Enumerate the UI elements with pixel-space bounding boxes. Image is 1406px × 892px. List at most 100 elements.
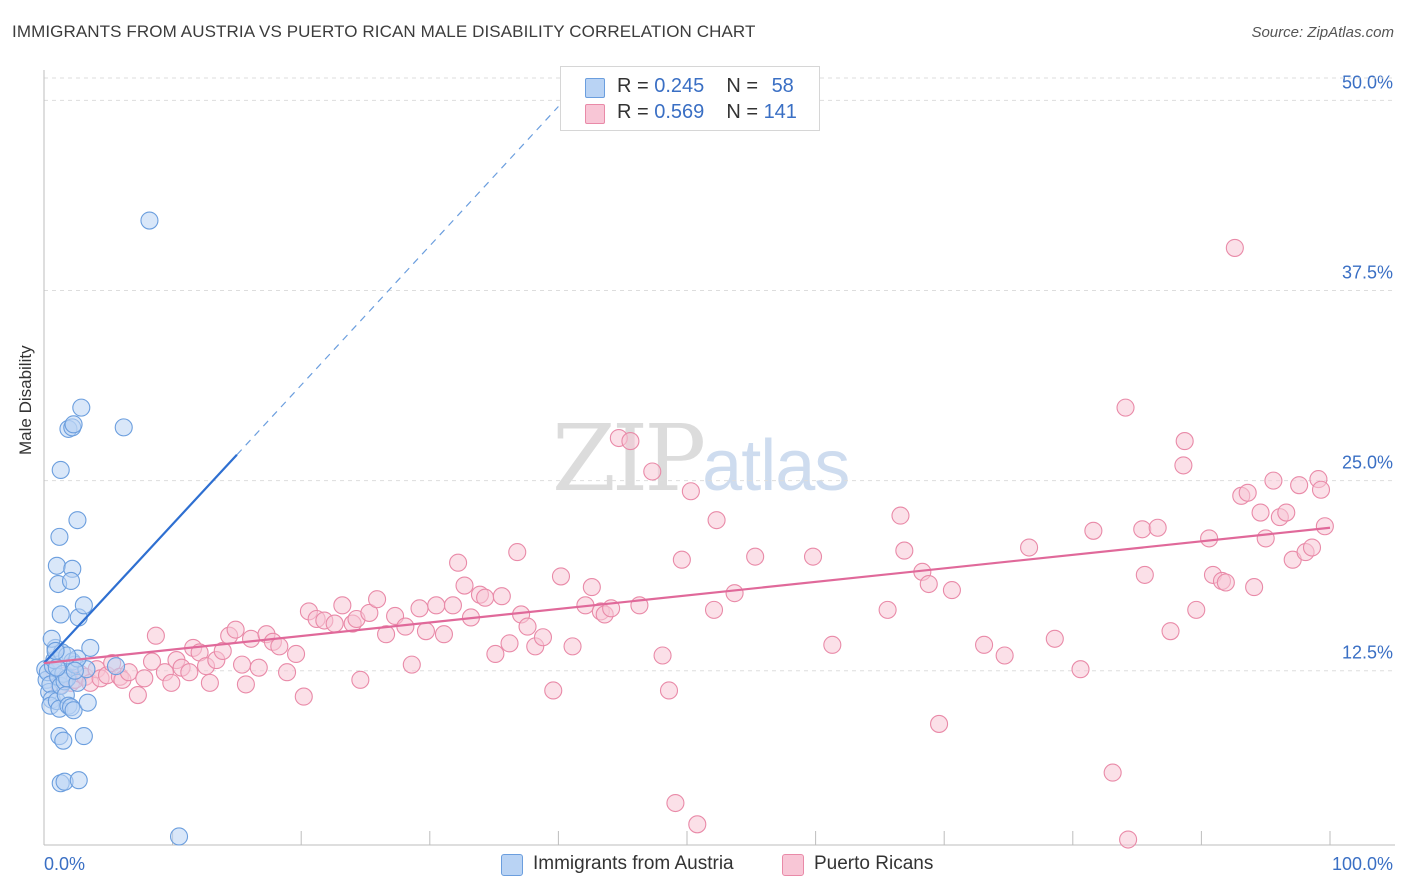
puerto-rican-point — [891, 506, 910, 525]
austria-point — [64, 701, 83, 720]
puerto-rican-point — [659, 681, 679, 700]
puerto-rican-point — [434, 625, 453, 644]
puerto-rican-point — [241, 629, 261, 648]
austria-trend-line — [43, 454, 238, 664]
watermark-atlas: atlas — [702, 426, 850, 506]
puerto-rican-point — [476, 588, 495, 607]
puerto-rican-point — [1302, 538, 1322, 557]
austria-trend-extension — [236, 106, 559, 456]
austria-point — [114, 418, 133, 437]
puerto-rican-point — [1256, 529, 1275, 548]
austria-point — [47, 556, 66, 575]
puerto-rican-point — [333, 596, 352, 615]
austria-point — [106, 657, 126, 676]
puerto-rican-point — [643, 462, 662, 481]
austria-point — [72, 398, 91, 417]
stats-legend: R = 0.245 N = 58 R = 0.569 N = 141 — [560, 66, 820, 131]
stats-r-label: R = — [617, 101, 655, 123]
puerto-rican-trend-line — [43, 526, 1331, 665]
puerto-rican-point — [351, 670, 370, 689]
puerto-rican-point — [544, 681, 563, 700]
austria-point — [61, 571, 81, 591]
y-axis-label: Male Disability — [16, 345, 35, 455]
puerto-rican-point — [1238, 483, 1257, 502]
austria-point — [50, 527, 69, 546]
puerto-rican-point — [1135, 565, 1154, 584]
austria-point — [54, 731, 73, 750]
puerto-rican-point — [294, 687, 313, 706]
puerto-rican-point — [287, 644, 306, 664]
puerto-rican-point — [486, 644, 505, 664]
austria-point — [51, 460, 70, 480]
puerto-rican-point — [135, 669, 154, 688]
puerto-rican-point — [1133, 520, 1152, 539]
austria-point — [69, 771, 88, 790]
puerto-rican-point — [443, 596, 462, 615]
puerto-rican-point — [1216, 573, 1235, 592]
puerto-rican-point — [746, 547, 765, 566]
y-tick-label: 50.0% — [1342, 72, 1393, 92]
puerto-rican-point — [681, 482, 700, 501]
austria-point — [64, 415, 83, 434]
puerto-rican-point — [518, 617, 537, 636]
puerto-rican-point — [416, 622, 435, 641]
puerto-rican-point — [1020, 538, 1039, 557]
puerto-rican-point — [162, 673, 181, 692]
puerto-rican-point — [270, 637, 289, 656]
puerto-rican-point — [1290, 476, 1309, 495]
puerto-rican-point — [919, 574, 938, 594]
puerto-rican-point — [180, 663, 199, 682]
stats-r-label: R = — [617, 75, 655, 97]
puerto-rican-point — [995, 646, 1014, 665]
puerto-rican-point — [621, 432, 640, 451]
puerto-rican-point — [368, 590, 387, 609]
stats-r-value: 0.245 — [654, 75, 705, 97]
puerto-rican-point — [508, 543, 527, 562]
puerto-rican-point — [1084, 521, 1103, 540]
austria-point — [140, 211, 159, 230]
puerto-rican-point — [803, 547, 823, 566]
austria-point — [81, 638, 100, 657]
puerto-rican-point — [533, 628, 553, 647]
puerto-rican-point — [492, 587, 511, 606]
legend-swatch-austria — [501, 854, 523, 876]
puerto-rican-point — [1277, 503, 1296, 522]
puerto-rican-point — [704, 600, 724, 619]
austria-point — [74, 727, 93, 746]
puerto-rican-point — [325, 614, 344, 633]
legend-swatch-puerto-rican — [782, 854, 804, 876]
stats-r-value: 0.569 — [654, 101, 705, 123]
y-tick-label: 37.5% — [1342, 263, 1393, 283]
puerto-rican-point — [1200, 529, 1219, 548]
puerto-rican-point — [1311, 480, 1331, 499]
puerto-rican-point — [942, 581, 961, 600]
puerto-rican-point — [1103, 763, 1122, 782]
puerto-rican-point — [582, 578, 601, 597]
puerto-rican-point — [410, 599, 429, 618]
puerto-rican-point — [360, 603, 379, 622]
stats-swatch-puerto-rican — [585, 104, 605, 124]
puerto-rican-point — [377, 625, 396, 644]
watermark-zip: ZIP — [552, 405, 706, 512]
stats-n-label: N = — [726, 101, 764, 123]
puerto-rican-point — [878, 600, 897, 619]
austria-point — [78, 693, 97, 712]
puerto-rican-point — [688, 815, 707, 834]
austria-point — [47, 658, 66, 677]
puerto-rican-point — [1315, 517, 1334, 536]
puerto-rican-point — [823, 635, 842, 654]
puerto-rican-point — [1264, 471, 1283, 490]
puerto-rican-point — [427, 596, 446, 615]
puerto-rican-point — [1116, 398, 1135, 417]
watermark: ZIPatlas — [552, 405, 850, 512]
puerto-rican-point — [653, 646, 672, 665]
puerto-rican-point — [455, 576, 474, 595]
puerto-rican-point — [1045, 629, 1064, 648]
puerto-rican-point — [402, 655, 421, 674]
source-credit: Source: ZipAtlas.com — [1251, 24, 1394, 41]
puerto-rican-point — [725, 584, 744, 603]
stats-n-value: 141 — [763, 101, 797, 123]
stats-swatch-austria — [585, 78, 605, 98]
puerto-rican-point — [226, 620, 245, 639]
puerto-rican-point — [707, 511, 726, 530]
